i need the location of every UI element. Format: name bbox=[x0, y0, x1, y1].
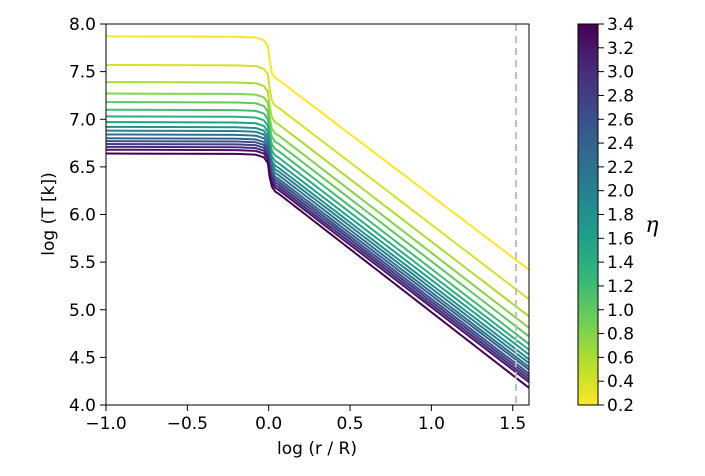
series-line-eta-1.6 bbox=[106, 121, 529, 356]
colorbar-ticks: 0.2 0.4 0.6 0.8 1.0 1.2 1.4 1.6 1.8 2.0 2.2 2.4 2.6 2… bbox=[598, 15, 634, 416]
colorbar-tick-label: 2.8 bbox=[607, 86, 634, 106]
series-line-eta-3.4 bbox=[106, 152, 529, 389]
x-axis: −1.0 −0.5 0.0 0.5 1.0 1.5 bbox=[85, 405, 526, 434]
series-line-eta-0.6 bbox=[106, 81, 529, 318]
colorbar-tick-label: 1.4 bbox=[607, 253, 634, 273]
y-tick-label: 6.5 bbox=[69, 158, 96, 178]
y-tick-label: 5.5 bbox=[69, 253, 96, 273]
series-line-eta-2.2 bbox=[106, 133, 529, 368]
colorbar-tick-label: 2.6 bbox=[607, 110, 634, 130]
colorbar-tick-label: 3.2 bbox=[607, 39, 634, 59]
colorbar-tick-label: 1.2 bbox=[607, 277, 634, 297]
colorbar-tick-label: 1.0 bbox=[607, 301, 634, 321]
series-group bbox=[106, 35, 529, 389]
colorbar-tick-label: 1.6 bbox=[607, 229, 634, 249]
colorbar-tick-label: 3.0 bbox=[607, 63, 634, 83]
colorbar-tick-label: 3.4 bbox=[607, 15, 634, 35]
colorbar-tick-label: 2.4 bbox=[607, 134, 634, 154]
x-tick-label: −0.5 bbox=[167, 414, 208, 434]
series-line-eta-2.4 bbox=[106, 137, 529, 371]
colorbar bbox=[577, 23, 599, 406]
x-axis-label: log (r / R) bbox=[277, 439, 357, 459]
colorbar-tick-label: 1.8 bbox=[607, 206, 634, 226]
colorbar-tick-label: 0.4 bbox=[607, 372, 634, 392]
x-tick-label: 0.0 bbox=[255, 414, 282, 434]
colorbar-tick-label: 2.2 bbox=[607, 158, 634, 178]
colorbar-label: η bbox=[645, 213, 658, 238]
x-tick-label: −1.0 bbox=[85, 414, 126, 434]
series-line-eta-1.2 bbox=[106, 108, 529, 345]
series-line-eta-0.8 bbox=[106, 92, 529, 329]
y-tick-label: 7.5 bbox=[69, 63, 96, 83]
colorbar-tick-label: 0.2 bbox=[607, 396, 634, 416]
x-tick-label: 0.5 bbox=[337, 414, 364, 434]
series-line-eta-1.4 bbox=[106, 115, 529, 351]
y-tick-label: 7.0 bbox=[69, 110, 96, 130]
y-tick-label: 4.0 bbox=[69, 396, 96, 416]
y-axis: 4.0 4.5 5.0 5.5 6.0 6.5 7.0 7.5 8.0 bbox=[69, 15, 106, 416]
y-tick-label: 6.0 bbox=[69, 206, 96, 226]
colorbar-tick-label: 0.6 bbox=[607, 348, 634, 368]
colorbar-tick-label: 0.8 bbox=[607, 325, 634, 345]
y-tick-label: 4.5 bbox=[69, 348, 96, 368]
series-line-eta-2 bbox=[106, 129, 529, 364]
y-axis-label: log (T [k]) bbox=[39, 172, 59, 255]
series-line-eta-0.4 bbox=[106, 63, 529, 301]
colorbar-tick-label: 2.0 bbox=[607, 182, 634, 202]
series-line-eta-3 bbox=[106, 145, 529, 381]
x-tick-label: 1.0 bbox=[418, 414, 445, 434]
series-line-eta-3.2 bbox=[106, 148, 529, 383]
series-line-eta-1 bbox=[106, 101, 529, 338]
series-line-eta-1.8 bbox=[106, 125, 529, 361]
y-tick-label: 5.0 bbox=[69, 301, 96, 321]
y-tick-label: 8.0 bbox=[69, 15, 96, 35]
x-tick-label: 1.5 bbox=[499, 414, 526, 434]
series-line-eta-0.2 bbox=[106, 35, 529, 271]
series-line-eta-2.6 bbox=[106, 140, 529, 375]
series-line-eta-2.8 bbox=[106, 143, 529, 378]
